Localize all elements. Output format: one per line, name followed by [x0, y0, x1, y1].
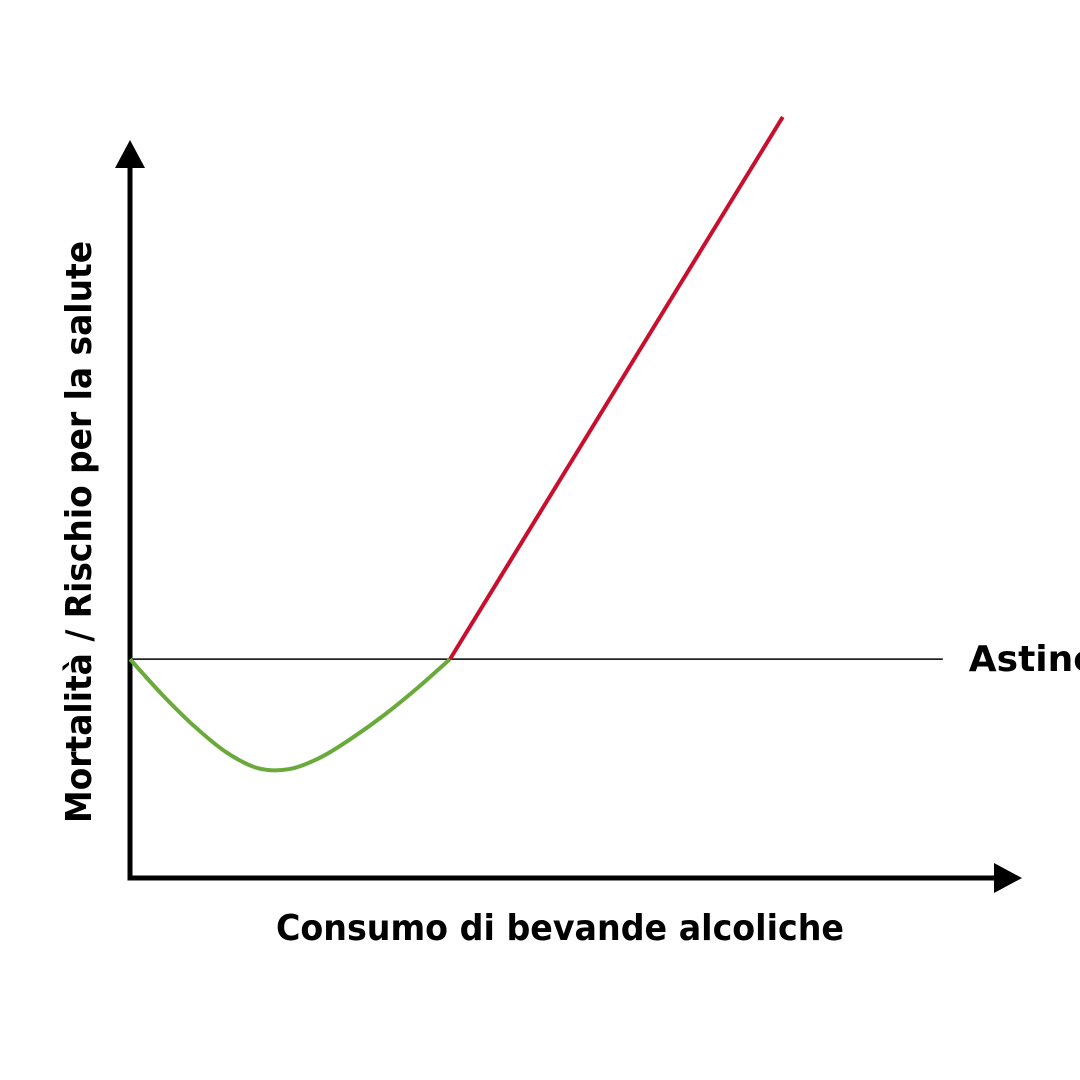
series-line-1	[128, 657, 452, 773]
x-axis-label: Consumo di bevande alcoliche	[276, 908, 844, 949]
y-axis-label: Mortalità / Rischio per la salute	[59, 241, 100, 823]
series-layer	[128, 115, 785, 773]
y-axis-arrow-icon	[115, 140, 145, 168]
series-line-2	[448, 115, 785, 661]
axes	[115, 140, 1022, 893]
x-axis-arrow-icon	[994, 863, 1022, 893]
reference-label: Astinenza	[969, 639, 1080, 680]
